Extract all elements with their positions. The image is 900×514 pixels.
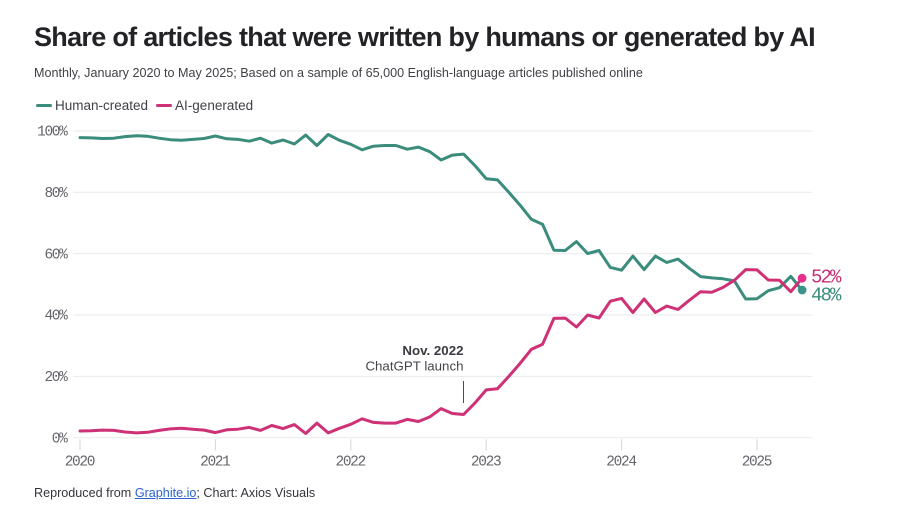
svg-text:Nov. 2022: Nov. 2022	[402, 343, 463, 358]
svg-text:80%: 80%	[44, 186, 68, 202]
svg-text:2021: 2021	[200, 455, 230, 471]
svg-text:2024: 2024	[606, 455, 636, 471]
svg-text:ChatGPT launch: ChatGPT launch	[365, 359, 463, 374]
svg-text:48%: 48%	[811, 285, 842, 307]
svg-text:100%: 100%	[37, 125, 68, 141]
svg-text:2020: 2020	[65, 455, 95, 471]
svg-text:60%: 60%	[44, 247, 68, 263]
svg-text:40%: 40%	[44, 309, 68, 325]
svg-text:2022: 2022	[335, 455, 365, 471]
svg-text:2023: 2023	[471, 455, 501, 471]
svg-text:52%: 52%	[811, 267, 842, 289]
svg-text:0%: 0%	[52, 432, 68, 448]
svg-text:2025: 2025	[742, 455, 772, 471]
svg-text:20%: 20%	[44, 370, 68, 386]
